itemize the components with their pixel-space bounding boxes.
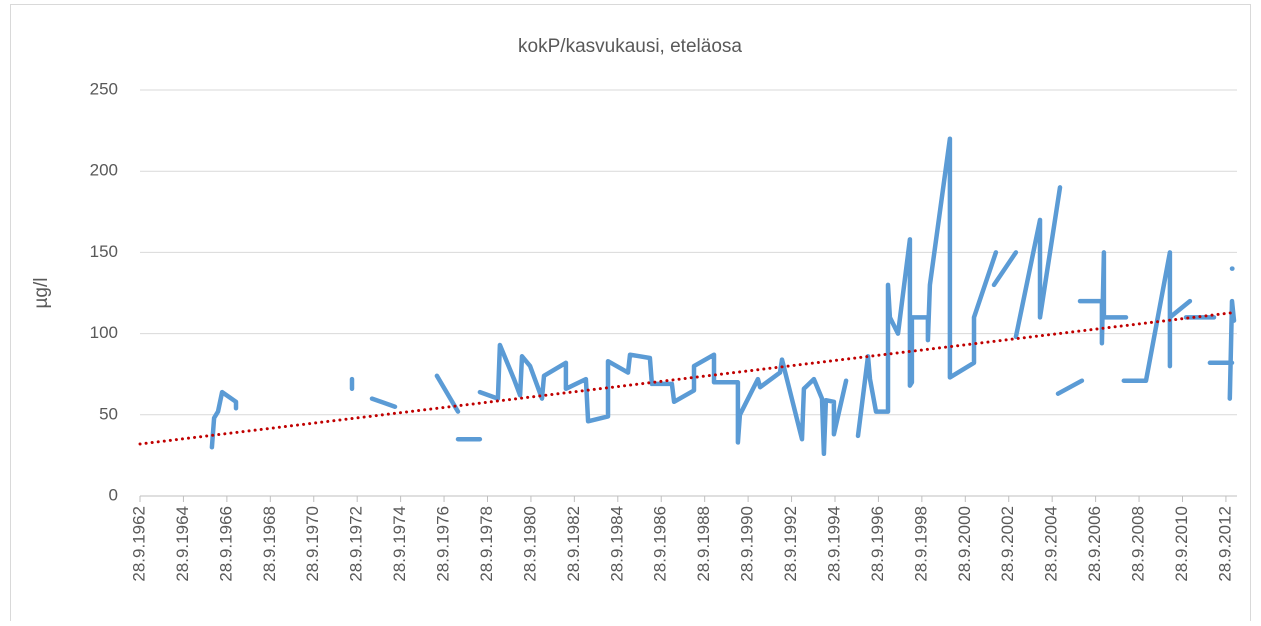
x-tick-label: 28.9.1994 (824, 506, 843, 582)
x-tick-label: 28.9.1972 (347, 506, 366, 582)
x-tick-label: 28.9.1962 (129, 506, 148, 582)
x-tick-label: 28.9.1996 (868, 506, 887, 582)
x-tick-label: 28.9.2012 (1215, 506, 1234, 582)
x-tick-label: 28.9.1968 (260, 506, 279, 582)
y-tick-label: 150 (90, 242, 118, 261)
y-tick-label: 50 (99, 404, 118, 423)
x-tick-label: 28.9.2010 (1172, 506, 1191, 582)
x-tick-label: 28.9.1966 (216, 506, 235, 582)
x-tick-label: 28.9.1970 (303, 506, 322, 582)
y-tick-label: 250 (90, 79, 118, 98)
chart-border (10, 4, 1251, 626)
y-tick-label: 100 (90, 323, 118, 342)
x-tick-label: 28.9.1984 (607, 506, 626, 582)
x-tick-label: 28.9.2002 (998, 506, 1017, 582)
x-tick-label: 28.9.1992 (781, 506, 800, 582)
x-tick-label: 28.9.1978 (477, 506, 496, 582)
x-tick-label: 28.9.2004 (1042, 506, 1061, 582)
chart-title: kokP/kasvukausi, eteläosa (518, 36, 742, 57)
data-line (138, 311, 1236, 446)
x-tick-label: 28.9.2000 (955, 506, 974, 582)
x-tick-label: 28.9.1980 (520, 506, 539, 582)
x-tick-label: 28.9.1986 (651, 506, 670, 582)
x-tick-label: 28.9.1998 (911, 506, 930, 582)
x-tick-label: 28.9.2006 (1085, 506, 1104, 582)
x-tick-label: 28.9.1988 (694, 506, 713, 582)
x-tick-label: 28.9.2008 (1129, 506, 1148, 582)
x-tick-label: 28.9.1976 (434, 506, 453, 582)
x-tick-label: 28.9.1974 (390, 506, 409, 582)
y-tick-label: 200 (90, 161, 118, 180)
x-tick-label: 28.9.1982 (564, 506, 583, 582)
x-tick-label: 28.9.1990 (738, 506, 757, 582)
y-axis-label: µg/l (31, 277, 52, 308)
x-tick-label: 28.9.1964 (173, 506, 192, 582)
y-tick-label: 0 (109, 485, 118, 504)
